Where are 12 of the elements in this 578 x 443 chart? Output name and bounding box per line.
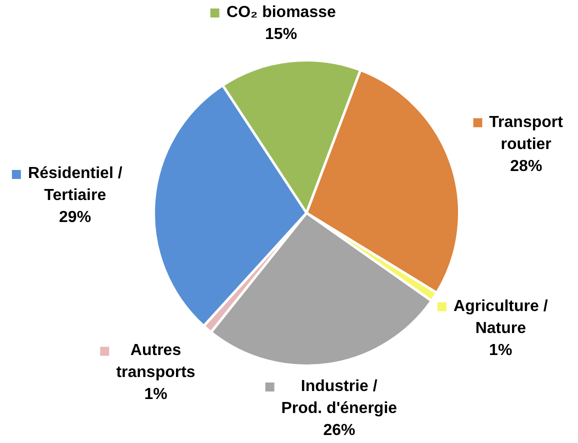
legend-label: Industrie / Prod. d'énergie <box>281 377 398 419</box>
data-label: 15% <box>265 25 298 45</box>
data-label: 28% <box>510 156 542 177</box>
legend-label: CO₂ biomasse <box>226 3 336 23</box>
legend-label: Résidentiel / Tertiaire <box>28 164 122 206</box>
data-label: 29% <box>59 208 92 228</box>
legend-label: Autres transports <box>116 341 196 384</box>
data-label: 1% <box>144 385 168 406</box>
legend-label: Transport routier <box>489 112 563 155</box>
data-label: 1% <box>489 340 512 361</box>
legend-label: Agriculture / Nature <box>454 296 548 339</box>
data-label: 26% <box>323 421 356 441</box>
